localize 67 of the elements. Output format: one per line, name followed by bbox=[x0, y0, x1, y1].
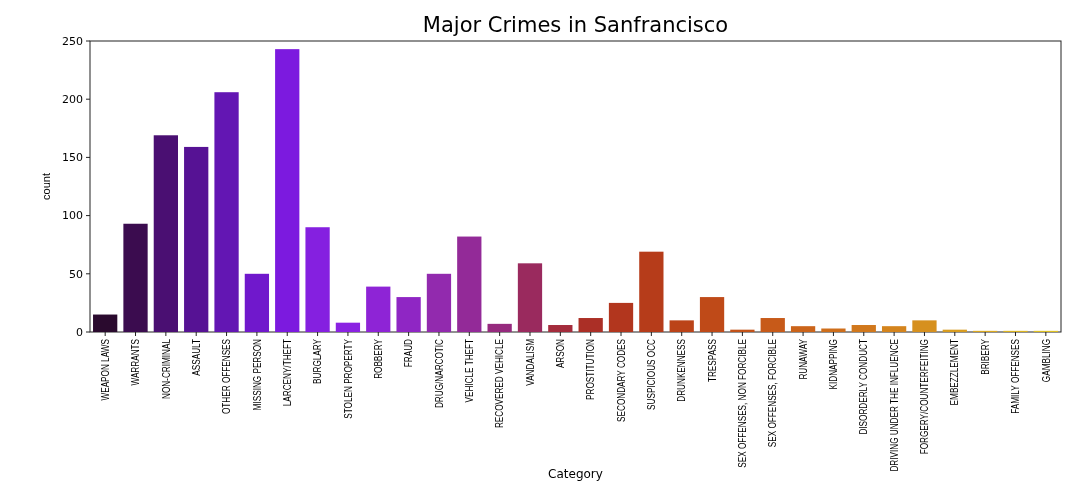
y-tick-label: 200 bbox=[62, 93, 83, 107]
x-tick-label: SECONDARY CODES bbox=[614, 339, 627, 422]
x-tick-label: DRUNKENNESS bbox=[675, 339, 688, 402]
x-tick-label: RECOVERED VEHICLE bbox=[493, 339, 506, 429]
x-tick-label: STOLEN PROPERTY bbox=[341, 338, 354, 419]
x-tick-label: EMBEZZLEMENT bbox=[948, 338, 961, 406]
x-tick-label: SUSPICIOUS OCC bbox=[645, 338, 658, 410]
x-tick-label: TRESPASS bbox=[705, 339, 718, 383]
x-tick-label: GAMBLING bbox=[1039, 339, 1052, 383]
y-tick-label: 100 bbox=[62, 209, 83, 223]
bar bbox=[760, 318, 785, 332]
bar bbox=[669, 320, 694, 332]
x-tick-label: DRIVING UNDER THE INFLUENCE bbox=[887, 339, 901, 472]
y-tick-label: 250 bbox=[62, 34, 83, 48]
bar bbox=[244, 273, 270, 332]
x-tick-label: ARSON bbox=[553, 338, 567, 369]
bar bbox=[881, 326, 907, 332]
bar bbox=[366, 286, 391, 332]
y-tick-label: 0 bbox=[76, 325, 83, 339]
bar bbox=[214, 92, 239, 332]
bar bbox=[699, 297, 725, 332]
bar bbox=[396, 297, 421, 332]
bar bbox=[608, 302, 634, 332]
x-tick-label: FAMILY OFFENSES bbox=[1009, 339, 1022, 414]
bar bbox=[123, 223, 148, 332]
y-tick-label: 150 bbox=[62, 151, 83, 165]
x-tick-label: SEX OFFENSES, NON FORCIBLE bbox=[736, 339, 749, 468]
x-axis-title: Category bbox=[548, 467, 603, 481]
bar bbox=[851, 325, 876, 332]
x-tick-label: FORGERY/COUNTERFEITING bbox=[918, 339, 931, 455]
bar bbox=[184, 146, 209, 332]
x-tick-label: BURGLARY bbox=[311, 338, 324, 384]
bar bbox=[639, 251, 664, 332]
x-tick-label: VEHICLE THEFT bbox=[462, 338, 476, 403]
bar bbox=[517, 263, 543, 332]
x-tick-label: WEAPON LAWS bbox=[98, 339, 112, 401]
x-tick-label: WARRANTS bbox=[129, 339, 142, 386]
bar bbox=[275, 49, 300, 332]
bar bbox=[790, 326, 816, 332]
bar bbox=[487, 323, 512, 332]
x-tick-label: BRIBERY bbox=[978, 338, 992, 375]
x-tick-label: NON-CRIMINAL bbox=[159, 339, 172, 399]
x-tick-label: VANDALISM bbox=[523, 338, 536, 386]
chart-title: Major Crimes in Sanfrancisco bbox=[422, 13, 729, 37]
x-tick-label: RUNAWAY bbox=[796, 338, 809, 380]
x-tick-label: SEX OFFENSES, FORCIBLE bbox=[766, 339, 779, 448]
x-tick-label: KIDNAPPING bbox=[827, 339, 840, 390]
x-tick-label: ROBBERY bbox=[371, 338, 385, 379]
x-tick-label: OTHER OFFENSES bbox=[220, 339, 233, 415]
bar bbox=[912, 320, 937, 332]
bar bbox=[548, 325, 573, 332]
bar bbox=[578, 318, 603, 332]
bar bbox=[93, 314, 118, 332]
bar bbox=[457, 236, 482, 332]
bar bbox=[426, 273, 452, 332]
x-tick-label: DISORDERLY CONDUCT bbox=[857, 338, 870, 435]
y-tick-label: 50 bbox=[69, 267, 83, 281]
x-tick-label: MISSING PERSON bbox=[250, 338, 263, 411]
bar bbox=[153, 135, 178, 332]
x-tick-label: ASSAULT bbox=[189, 338, 203, 376]
x-tick-label: LARCENY/THEFT bbox=[280, 338, 294, 407]
y-axis-title: count bbox=[40, 173, 52, 200]
x-tick-label: FRAUD bbox=[402, 338, 415, 368]
bar bbox=[335, 322, 361, 332]
x-tick-label: PROSTITUTION bbox=[584, 338, 597, 400]
bar bbox=[305, 227, 330, 332]
x-tick-label: DRUG/NARCOTIC bbox=[432, 338, 445, 409]
